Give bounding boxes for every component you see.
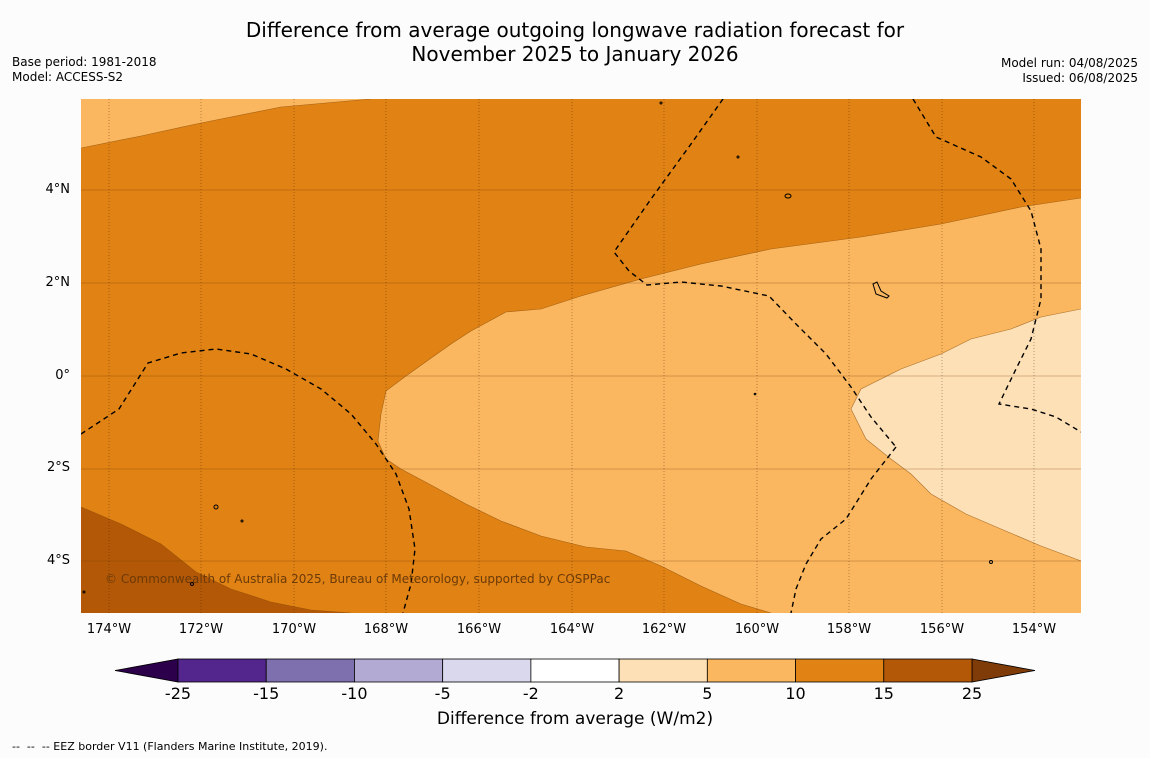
colorbar-swatch — [795, 658, 885, 683]
lon-label-168w: 168°W — [363, 622, 409, 637]
colorbar-swatch — [530, 658, 620, 683]
colorbar-label: Difference from average (W/m2) — [436, 709, 714, 729]
lon-label-166w: 166°W — [456, 622, 502, 637]
issued-date: Issued: 06/08/2025 — [1022, 71, 1138, 85]
colorbar — [114, 658, 1036, 683]
chart-title: Difference from average outgoing longwav… — [0, 18, 1150, 66]
graticule — [81, 189, 1081, 562]
colorbar-tick-label: -15 — [253, 684, 280, 703]
run-info: Model run: 04/08/2025 Issued: 06/08/2025 — [1001, 56, 1138, 86]
lat-label-2n: 2°N — [45, 275, 71, 290]
colorbar-swatch — [442, 658, 532, 683]
colorbar-swatch — [618, 658, 708, 683]
band-2-5 — [851, 309, 1081, 561]
islands — [82, 101, 993, 594]
base-period: Base period: 1981-2018 — [12, 55, 157, 69]
eez-legend-note: -- -- -- EEZ border V11 (Flanders Marine… — [12, 740, 328, 753]
lat-label-0: 0° — [55, 368, 70, 383]
lon-label-158w: 158°W — [826, 622, 872, 637]
colorbar-swatch — [177, 658, 267, 683]
lat-label-4n: 4°N — [45, 182, 71, 197]
map-canvas — [81, 99, 1081, 613]
colorbar-swatch — [265, 658, 355, 683]
title-line-1: Difference from average outgoing longwav… — [245, 18, 905, 42]
eez-borders — [81, 99, 1081, 613]
colorbar-tick-label: -25 — [164, 684, 192, 703]
lat-label-4s: 4°S — [46, 553, 70, 568]
colorbar-tick-label: 5 — [702, 684, 713, 703]
colorbar-swatch — [706, 658, 796, 683]
band-5-10-central — [378, 198, 1081, 613]
colorbar-over-arrow — [971, 658, 1036, 683]
colorbar-under-arrow — [114, 658, 179, 683]
lon-label-170w: 170°W — [271, 622, 317, 637]
anomaly-map: © Commonwealth of Australia 2025, Bureau… — [81, 99, 1081, 613]
colorbar-tick-label: -5 — [434, 684, 451, 703]
colorbar-tick-label: -2 — [522, 684, 539, 703]
colorbar-tick-label: 25 — [961, 684, 983, 703]
colorbar-tick-label: 15 — [873, 684, 894, 703]
colorbar-swatch — [883, 658, 973, 683]
model-run-date: Model run: 04/08/2025 — [1000, 56, 1138, 70]
lon-label-162w: 162°W — [641, 622, 687, 637]
lon-label-172w: 172°W — [178, 622, 224, 637]
lon-label-174w: 174°W — [86, 622, 132, 637]
band-5-10-north — [81, 99, 371, 148]
copyright-credit: © Commonwealth of Australia 2025, Bureau… — [105, 572, 611, 586]
colorbar-tick-label: 10 — [785, 684, 806, 703]
band-15-25 — [81, 507, 351, 613]
lon-label-156w: 156°W — [919, 622, 965, 637]
colorbar-tick-label: 2 — [614, 684, 625, 703]
title-line-2: November 2025 to January 2026 — [411, 42, 739, 66]
lon-label-160w: 160°W — [734, 622, 780, 637]
model-info: Base period: 1981-2018 Model: ACCESS-S2 — [12, 55, 157, 85]
model-name: Model: ACCESS-S2 — [12, 70, 124, 84]
colorbar-tick-label: -10 — [341, 684, 368, 703]
lat-label-2s: 2°S — [46, 460, 70, 475]
colorbar-swatch — [354, 658, 444, 683]
lon-label-154w: 154°W — [1011, 622, 1057, 637]
lon-label-164w: 164°W — [549, 622, 595, 637]
